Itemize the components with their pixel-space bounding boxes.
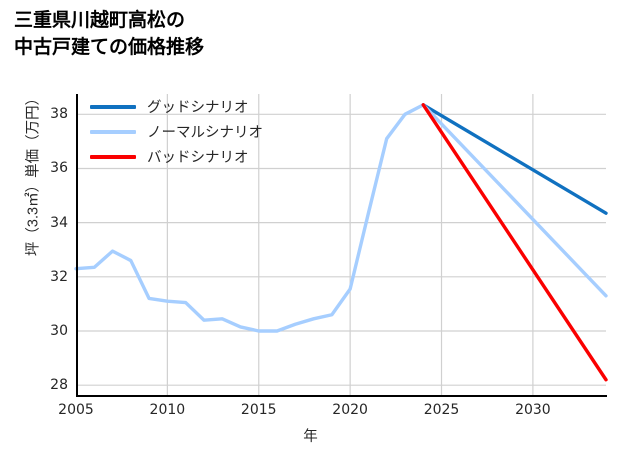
legend-item-label: グッドシナリオ	[147, 100, 249, 116]
y-tick-label: 28	[50, 377, 68, 394]
y-tick-label: 34	[50, 214, 68, 231]
y-tick-label: 38	[50, 106, 68, 123]
x-tick-label: 2005	[58, 402, 94, 418]
chart-title: 三重県川越町高松の 中古戸建ての価格推移	[14, 10, 205, 58]
y-tick-label: 32	[50, 268, 68, 285]
legend-item[interactable]: ノーマルシナリオ	[90, 119, 290, 144]
series-line	[421, 103, 608, 382]
series-line	[421, 103, 608, 298]
legend-item-label: バッドシナリオ	[147, 150, 249, 166]
y-tick-label: 30	[50, 322, 68, 339]
legend-color-swatch	[90, 154, 136, 159]
legend-color-swatch	[90, 104, 136, 109]
legend-item[interactable]: バッドシナリオ	[90, 144, 290, 169]
x-axis-title: 年	[303, 429, 318, 445]
x-tick-label: 2020	[332, 402, 368, 418]
legend-item[interactable]: グッドシナリオ	[90, 94, 290, 119]
y-axis-line	[76, 94, 78, 397]
series-paths	[74, 103, 608, 382]
x-tick-label: 2030	[515, 402, 551, 418]
y-axis-title: 坪（3.3㎡）単価（万円）	[25, 90, 42, 257]
x-tick-label: 2015	[240, 402, 277, 418]
x-tick-label: 2010	[149, 402, 186, 418]
x-axis-line	[76, 395, 607, 397]
series-line	[421, 103, 608, 215]
legend-color-swatch	[90, 129, 136, 134]
legend-item-label: ノーマルシナリオ	[147, 125, 263, 141]
series-line	[74, 103, 425, 333]
x-tick-label: 2025	[423, 402, 460, 418]
gridlines	[76, 94, 606, 396]
chart-legend: グッドシナリオ ノーマルシナリオ バッドシナリオ	[90, 94, 290, 169]
y-tick-label: 36	[50, 160, 68, 177]
